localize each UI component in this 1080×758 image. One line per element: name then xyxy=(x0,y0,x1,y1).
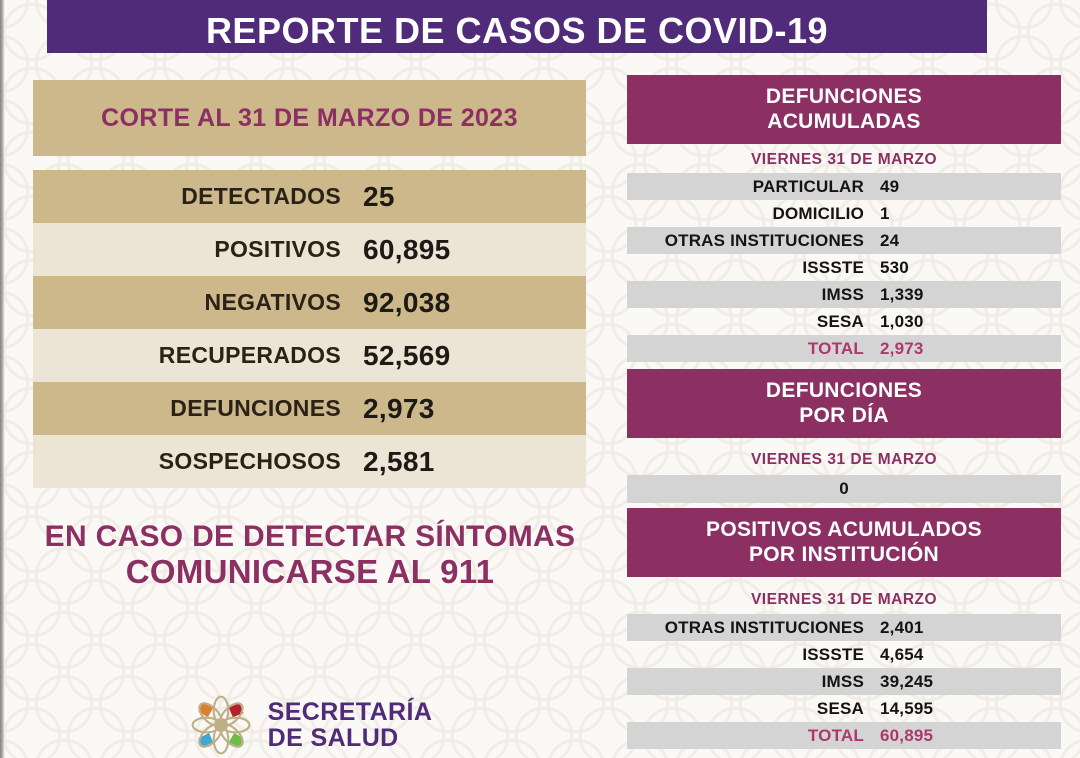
table-row: SESA 1,030 xyxy=(627,308,1061,335)
cta-line-1: EN CASO DE DETECTAR SÍNTOMAS xyxy=(44,520,576,553)
table-row: PARTICULAR 49 xyxy=(627,173,1061,200)
table-row: DOMICILIO 1 xyxy=(627,200,1061,227)
stat-label: DEFUNCIONES xyxy=(170,395,341,421)
table-row: RECUPERADOS 52,569 xyxy=(33,329,586,382)
defunciones-por-dia-value: 0 xyxy=(627,475,1061,503)
row-value: 530 xyxy=(880,257,909,277)
emergency-call-to-action: EN CASO DE DETECTAR SÍNTOMAS COMUNICARSE… xyxy=(0,520,620,591)
rosette-flower-icon xyxy=(191,695,251,755)
stat-value: 52,569 xyxy=(363,339,451,371)
summary-stats-table: DETECTADOS 25 POSITIVOS 60,895 NEGATIVOS… xyxy=(33,170,586,488)
logo-line-1: SECRETARÍA xyxy=(267,697,433,726)
stat-label: DETECTADOS xyxy=(181,183,341,209)
section-header-positivos-por-institucion: POSITIVOS ACUMULADOS POR INSTITUCIÓN xyxy=(627,508,1061,577)
section-header-defunciones-por-dia: DEFUNCIONES POR DÍA xyxy=(627,369,1061,438)
table-row: DEFUNCIONES 2,973 xyxy=(33,382,586,435)
table-row: ISSSTE 530 xyxy=(627,254,1061,281)
row-value: 14,595 xyxy=(880,698,934,718)
section-title-line-2: ACUMULADAS xyxy=(767,109,921,133)
row-label: SESA xyxy=(816,698,864,718)
section-date-defunciones-acumuladas: VIERNES 31 DE MARZO xyxy=(750,151,938,168)
stat-value: 92,038 xyxy=(363,286,451,318)
row-value: 2,973 xyxy=(880,338,924,358)
row-label: SESA xyxy=(816,311,864,331)
cutoff-date-label: CORTE AL 31 DE MARZO DE 2023 xyxy=(101,103,518,132)
row-value: 24 xyxy=(880,230,900,250)
row-value: 1,030 xyxy=(880,311,924,331)
row-value: 2,401 xyxy=(880,617,924,637)
row-label: TOTAL xyxy=(807,725,864,745)
table-row: ISSSTE 4,654 xyxy=(627,641,1061,668)
row-label: ISSSTE xyxy=(802,644,864,664)
table-row: SESA 14,595 xyxy=(627,695,1061,722)
cutoff-date-bar: CORTE AL 31 DE MARZO DE 2023 xyxy=(33,80,586,156)
stat-label: NEGATIVOS xyxy=(204,289,341,315)
table-row: OTRAS INSTITUCIONES 24 xyxy=(627,227,1061,254)
section-title-line-1: POSITIVOS ACUMULADOS xyxy=(706,517,982,541)
section-date-positivos-por-institucion: VIERNES 31 DE MARZO xyxy=(750,591,938,608)
row-label: OTRAS INSTITUCIONES xyxy=(664,617,864,637)
stat-value: 60,895 xyxy=(363,233,451,265)
page-left-edge xyxy=(0,0,5,758)
page-title: REPORTE DE CASOS DE COVID-19 xyxy=(205,10,829,51)
table-row: OTRAS INSTITUCIONES 2,401 xyxy=(627,614,1061,641)
section-title-line-1: DEFUNCIONES xyxy=(765,84,923,108)
table-row-total: TOTAL 2,973 xyxy=(627,335,1061,362)
section-title-line-2: POR INSTITUCIÓN xyxy=(748,542,939,566)
stat-value: 2,973 xyxy=(363,392,435,424)
stat-label: POSITIVOS xyxy=(214,236,341,262)
row-value: 39,245 xyxy=(880,671,934,691)
stat-value: 25 xyxy=(363,180,395,212)
stat-label: SOSPECHOSOS xyxy=(158,448,341,474)
stat-value: 2,581 xyxy=(363,445,435,477)
row-value: 60,895 xyxy=(880,725,934,745)
table-row: IMSS 1,339 xyxy=(627,281,1061,308)
row-value: 1 xyxy=(880,203,890,223)
table-row: DETECTADOS 25 xyxy=(33,170,586,223)
row-value: 1,339 xyxy=(880,284,924,304)
row-label: TOTAL xyxy=(807,338,864,358)
row-value: 49 xyxy=(880,176,900,196)
table-row: SOSPECHOSOS 2,581 xyxy=(33,435,586,488)
left-panel: CORTE AL 31 DE MARZO DE 2023 DETECTADOS … xyxy=(0,70,620,758)
right-panel: DEFUNCIONES ACUMULADAS VIERNES 31 DE MAR… xyxy=(620,70,1080,758)
table-row: IMSS 39,245 xyxy=(627,668,1061,695)
row-value: 4,654 xyxy=(880,644,924,664)
table-row: NEGATIVOS 92,038 xyxy=(33,276,586,329)
section-title-line-2: POR DÍA xyxy=(799,403,889,427)
cta-line-2: COMUNICARSE AL 911 xyxy=(125,552,495,590)
row-label: ISSSTE xyxy=(802,257,864,277)
logo-wordmark: SECRETARÍA DE SALUD xyxy=(267,697,433,752)
section-header-defunciones-acumuladas: DEFUNCIONES ACUMULADAS xyxy=(627,75,1061,144)
row-label: PARTICULAR xyxy=(752,176,864,196)
section-title-line-1: DEFUNCIONES xyxy=(765,378,923,402)
logo-line-2: DE SALUD xyxy=(267,724,399,752)
row-label: OTRAS INSTITUCIONES xyxy=(664,230,864,250)
secretaria-de-salud-logo: SECRETARÍA DE SALUD xyxy=(0,692,620,758)
row-label: IMSS xyxy=(821,671,864,691)
table-row-total: TOTAL 60,895 xyxy=(627,722,1061,749)
report-title-banner: REPORTE DE CASOS DE COVID-19 xyxy=(47,0,987,53)
stat-label: RECUPERADOS xyxy=(158,342,341,368)
positivos-por-institucion-table: OTRAS INSTITUCIONES 2,401 ISSSTE 4,654 I… xyxy=(627,614,1061,749)
section-date-defunciones-por-dia: VIERNES 31 DE MARZO xyxy=(750,451,938,468)
row-label: DOMICILIO xyxy=(772,203,864,223)
defunciones-acumuladas-table: PARTICULAR 49 DOMICILIO 1 OTRAS INSTITUC… xyxy=(627,173,1061,362)
row-label: IMSS xyxy=(821,284,864,304)
table-row: POSITIVOS 60,895 xyxy=(33,223,586,276)
